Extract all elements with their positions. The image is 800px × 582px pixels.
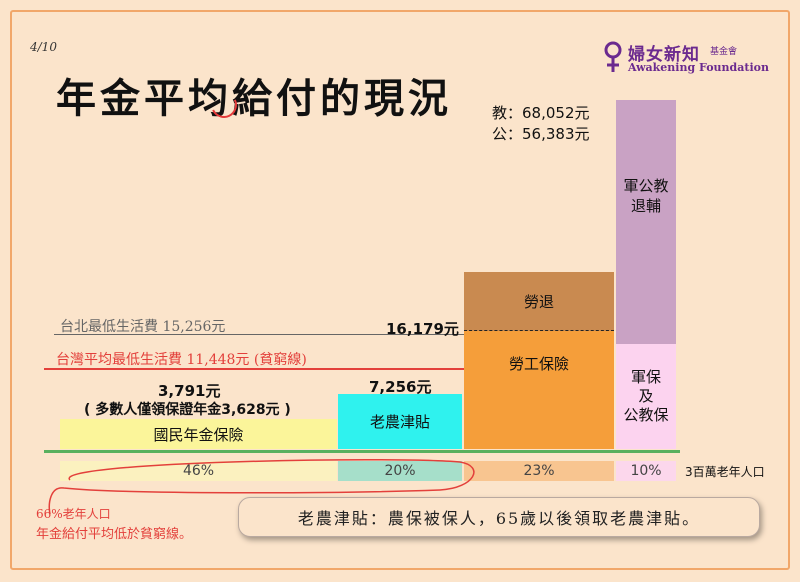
value-label-farmer-allowance: 7,256元 [369,378,432,396]
page-title: 年金平均給付的現況 [56,76,452,122]
bar-label-labor-insurance: 勞工保險 [508,355,569,373]
taipei-minimum-label: 台北最低生活費 15,256元 [60,319,226,335]
page-number: 4/10 [30,40,57,54]
bar-labor-insurance: 勞工保險 [464,331,614,449]
value-label-national-pension: 3,791元 [158,382,221,400]
taipei-minimum-line [54,334,464,335]
population-total-label: 3百萬老年人口 [685,465,765,479]
bar-farmer-allowance: 老農津貼 [338,394,462,449]
value-label-teacher: 教：68,052元 [492,104,590,122]
chart-baseline [44,450,680,453]
bar-label-national-pension: 國民年金保險 [153,425,244,444]
note-national-pension: ( 多數人僅領保證年金3,628元 ) [84,402,291,418]
logo-chinese-suffix: 基金會 [710,47,738,57]
poverty-line-label: 台灣平均最低生活費 11,448元 (貧窮線) [56,352,307,368]
share-farmer-allowance: 20% [338,461,462,481]
bar-military-civil-insurance: 軍保 及 公教保 [616,344,676,449]
labor-total-dashed-line [464,330,614,331]
bar-military-civil-retirement: 軍公教 退輔 [616,100,676,344]
poverty-line [44,368,464,370]
handwritten-highlight-loop [48,459,475,515]
annotation-line-1: 66%老年人口 [36,507,111,521]
foundation-logo: 婦女新知 基金會 Awakening Foundation [600,40,770,76]
bar-label-military-civil-insurance: 軍保 及 公教保 [623,368,669,424]
value-label-civil-servant: 公：56,383元 [492,125,590,143]
bar-national-pension: 國民年金保險 [60,419,337,449]
bar-label-military-civil-retirement: 軍公教 退輔 [623,177,669,215]
logo-english-name: Awakening Foundation [628,61,769,74]
annotation-line-2: 年金給付平均低於貧窮線。 [36,527,193,542]
share-military-civil: 10% [616,461,676,481]
bar-label-farmer-allowance: 老農津貼 [369,413,430,431]
footnote-box: 老農津貼：農保被保人，65歲以後領取老農津貼。 [238,497,760,537]
share-national-pension: 46% [60,461,337,481]
value-label-labor-total: 16,179元 [386,320,459,338]
venus-logo-icon [604,41,622,72]
share-labor-insurance: 23% [464,461,614,481]
bar-labor-retirement: 勞退 [464,272,614,331]
bar-label-labor-retirement: 勞退 [523,293,554,311]
logo-chinese-name: 婦女新知 [628,45,700,65]
